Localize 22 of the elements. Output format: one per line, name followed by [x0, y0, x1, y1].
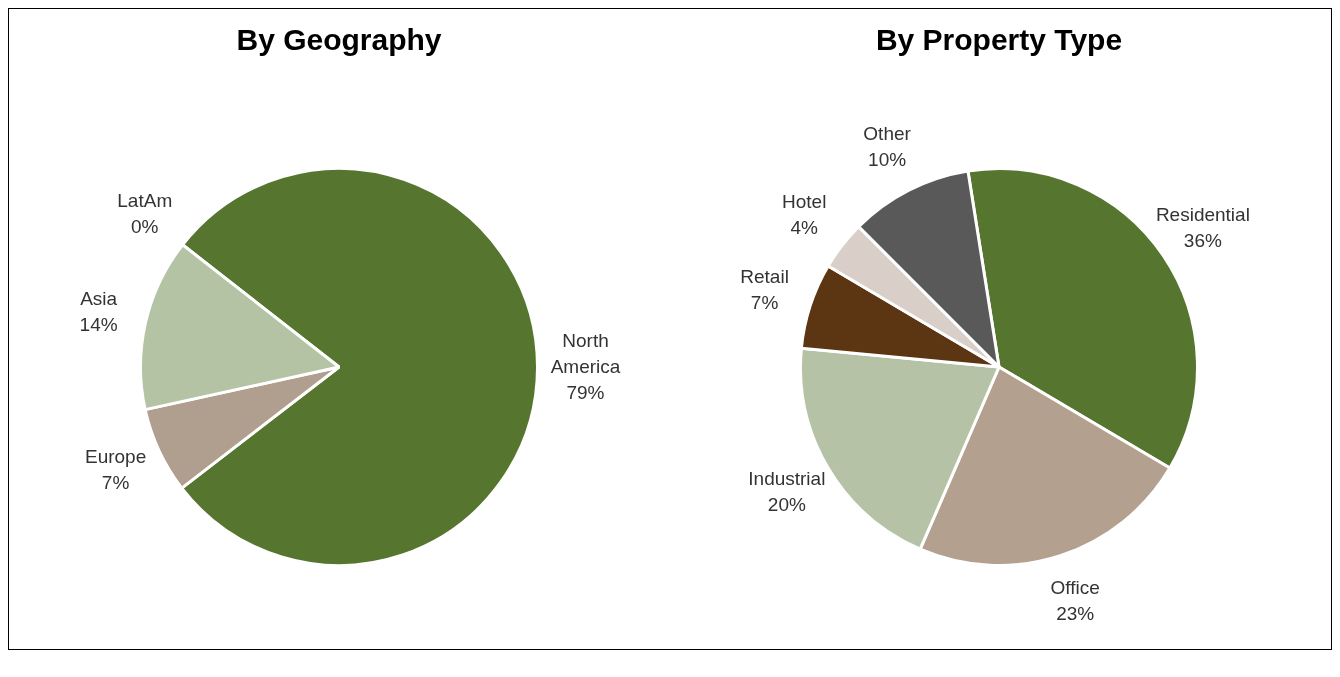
category-label: LatAm — [117, 190, 173, 212]
data-label: 20% — [767, 493, 806, 515]
slice-label: North America — [550, 330, 621, 378]
data-label: 23% — [1056, 602, 1095, 624]
chart-title: By Property Type — [875, 23, 1123, 57]
slice-label: Europe — [84, 446, 147, 468]
slice-label: Office — [1050, 576, 1100, 598]
data-label: 4% — [790, 217, 819, 239]
slice-label: Other — [863, 122, 912, 144]
data-label: 7% — [750, 292, 779, 314]
data-label: 14% — [79, 313, 118, 335]
data-label: 79% — [566, 382, 605, 404]
data-label: 10% — [868, 148, 907, 170]
text: 0% — [131, 216, 159, 238]
slice-label: Residential — [1155, 203, 1250, 225]
slice-label: Retail — [740, 266, 789, 288]
data-label: 36% — [1183, 229, 1222, 251]
slice-label: Hotel — [782, 191, 827, 213]
slice-label: Industrial — [748, 467, 826, 489]
chart-title: By Geography — [236, 23, 442, 57]
slice-label: Asia — [80, 287, 118, 309]
data-label: 7% — [101, 472, 130, 494]
